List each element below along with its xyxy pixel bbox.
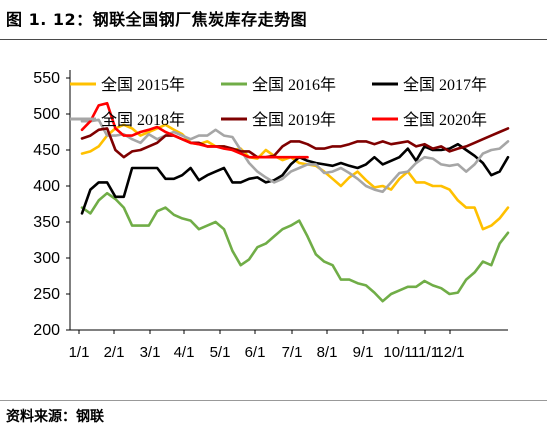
x-tick-label: 4/1	[174, 344, 195, 361]
series-line-6	[80, 101, 309, 159]
y-axis: 200 250 300 350 400 450 500 550	[33, 70, 71, 339]
series-line-4	[80, 118, 510, 194]
legend-label: 全国 2019年	[252, 111, 336, 129]
x-tick-label: 9/1	[353, 344, 374, 361]
legend-label: 全国 2016年	[252, 76, 336, 94]
x-tick-label: 5/1	[210, 344, 231, 361]
x-tick-label: 3/1	[140, 344, 161, 361]
y-tick-label: 200	[33, 322, 60, 339]
series-line-2	[80, 191, 510, 303]
x-tick-label: 8/1	[317, 344, 338, 361]
y-tick-label: 500	[33, 106, 60, 123]
y-tick-label: 400	[33, 178, 60, 195]
line-chart: 200 250 300 350 400 450 500 550 1/1 2/1 3/1 4/1 5/1…	[33, 70, 510, 361]
y-tick-label: 450	[33, 142, 60, 159]
series-lines	[80, 101, 510, 303]
x-tick-label: 1/1	[69, 344, 90, 361]
y-tick-label: 550	[33, 70, 60, 87]
legend-label: 全国 2017年	[403, 76, 487, 94]
y-tick-label: 250	[33, 286, 60, 303]
figure-title: 图 1. 12：钢联全国钢厂焦炭库存走势图	[6, 10, 308, 29]
legend-label: 全国 2018年	[101, 111, 185, 129]
x-tick-label: 12/1	[435, 344, 464, 361]
x-tick-label: 11/1	[411, 344, 439, 361]
source-note: 资料来源：钢联	[6, 409, 104, 425]
legend-label: 全国 2015年	[101, 76, 185, 94]
y-tick-label: 300	[33, 250, 60, 267]
title-bar: 图 1. 12：钢联全国钢厂焦炭库存走势图	[0, 0, 547, 40]
y-tick-label: 350	[33, 214, 60, 231]
series-line-5	[80, 127, 510, 159]
x-tick-label: 10/1	[383, 344, 412, 361]
x-axis: 1/1 2/1 3/1 4/1 5/1 6/1 7/1 8/1 9/1 10/111/112/1	[69, 329, 508, 361]
x-tick-label: 7/1	[282, 344, 303, 361]
source-divider	[0, 400, 547, 401]
legend-label: 全国 2020年	[403, 111, 487, 129]
series-line-3	[80, 142, 510, 215]
x-tick-label: 2/1	[104, 344, 125, 361]
x-tick-label: 6/1	[245, 344, 266, 361]
